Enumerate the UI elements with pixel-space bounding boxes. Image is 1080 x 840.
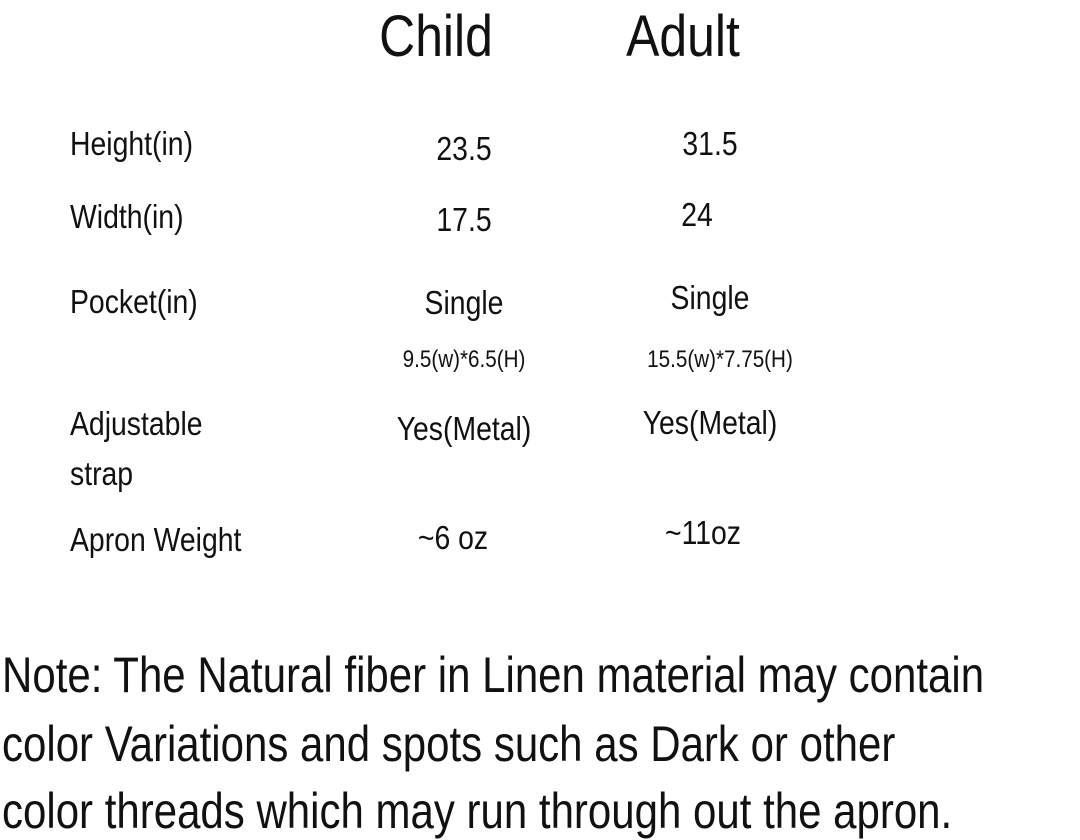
note-line-3: color threads which may run through out … <box>2 783 953 839</box>
child-strap: Yes(Metal) <box>396 410 532 447</box>
adult-height: 31.5 <box>682 125 738 162</box>
header-adult: Adult <box>626 4 740 69</box>
row-label-height: Height(in) <box>70 125 194 162</box>
child-width: 17.5 <box>436 201 492 238</box>
adult-pocket-size: 15.5(w)*7.75(H) <box>647 346 793 373</box>
row-label-strap-2: strap <box>70 455 134 492</box>
adult-strap: Yes(Metal) <box>642 404 778 441</box>
adult-pocket: Single <box>670 279 750 316</box>
row-label-width: Width(in) <box>70 198 184 235</box>
row-label-strap: Adjustable <box>70 405 203 442</box>
adult-weight: ~11oz <box>664 514 742 551</box>
note-line-1: Note: The Natural fiber in Linen materia… <box>2 647 985 703</box>
child-height: 23.5 <box>436 130 492 167</box>
row-label-weight: Apron Weight <box>70 521 242 558</box>
adult-width: 24 <box>681 196 713 233</box>
header-child: Child <box>379 4 493 69</box>
note-line-2: color Variations and spots such as Dark … <box>2 716 896 772</box>
child-pocket: Single <box>424 284 504 321</box>
row-label-pocket: Pocket(in) <box>70 283 198 320</box>
child-pocket-size: 9.5(w)*6.5(H) <box>402 346 526 373</box>
child-weight: ~6 oz <box>417 519 489 556</box>
